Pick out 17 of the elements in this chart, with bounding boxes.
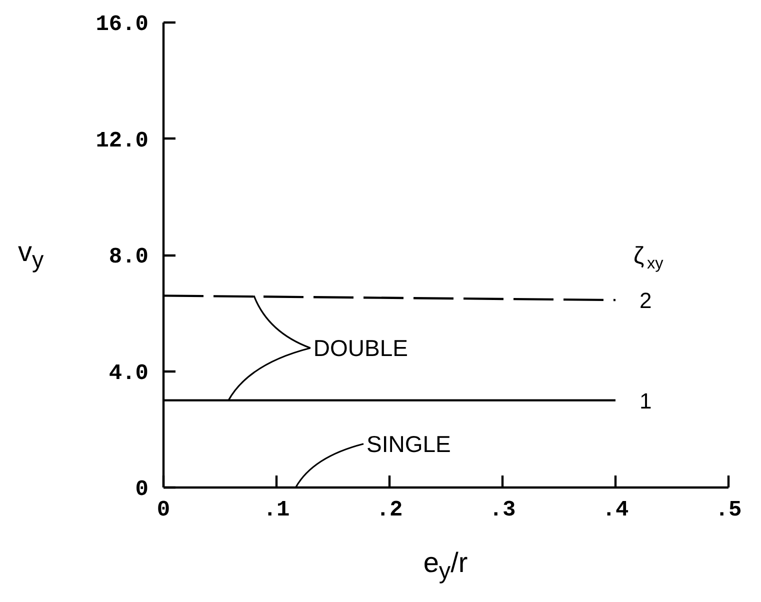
x-tick-label: .3 (489, 498, 516, 522)
x-tick-label: 0 (156, 498, 170, 522)
x-tick-label: .4 (602, 498, 629, 522)
y-axis-title: v$_{y}$ (18, 236, 44, 274)
y-tick-label: 8.0 (108, 244, 149, 270)
x-tick-label: .2 (376, 498, 403, 522)
series-label: 1 (640, 388, 652, 414)
y-tick-label: 16.0 (96, 12, 149, 37)
x-tick-label: .5 (715, 498, 742, 522)
series-label: 2 (640, 288, 652, 314)
y-tick-label: 0 (135, 477, 148, 502)
annotation: SINGLE (366, 430, 451, 457)
x-tick-label: .1 (263, 498, 290, 522)
x-axis-title: e$_{y}$/r (423, 547, 468, 584)
y-tick-label: 12.0 (96, 128, 149, 154)
y-tick-label: 4.0 (108, 360, 149, 386)
annotation: DOUBLE (313, 335, 408, 361)
